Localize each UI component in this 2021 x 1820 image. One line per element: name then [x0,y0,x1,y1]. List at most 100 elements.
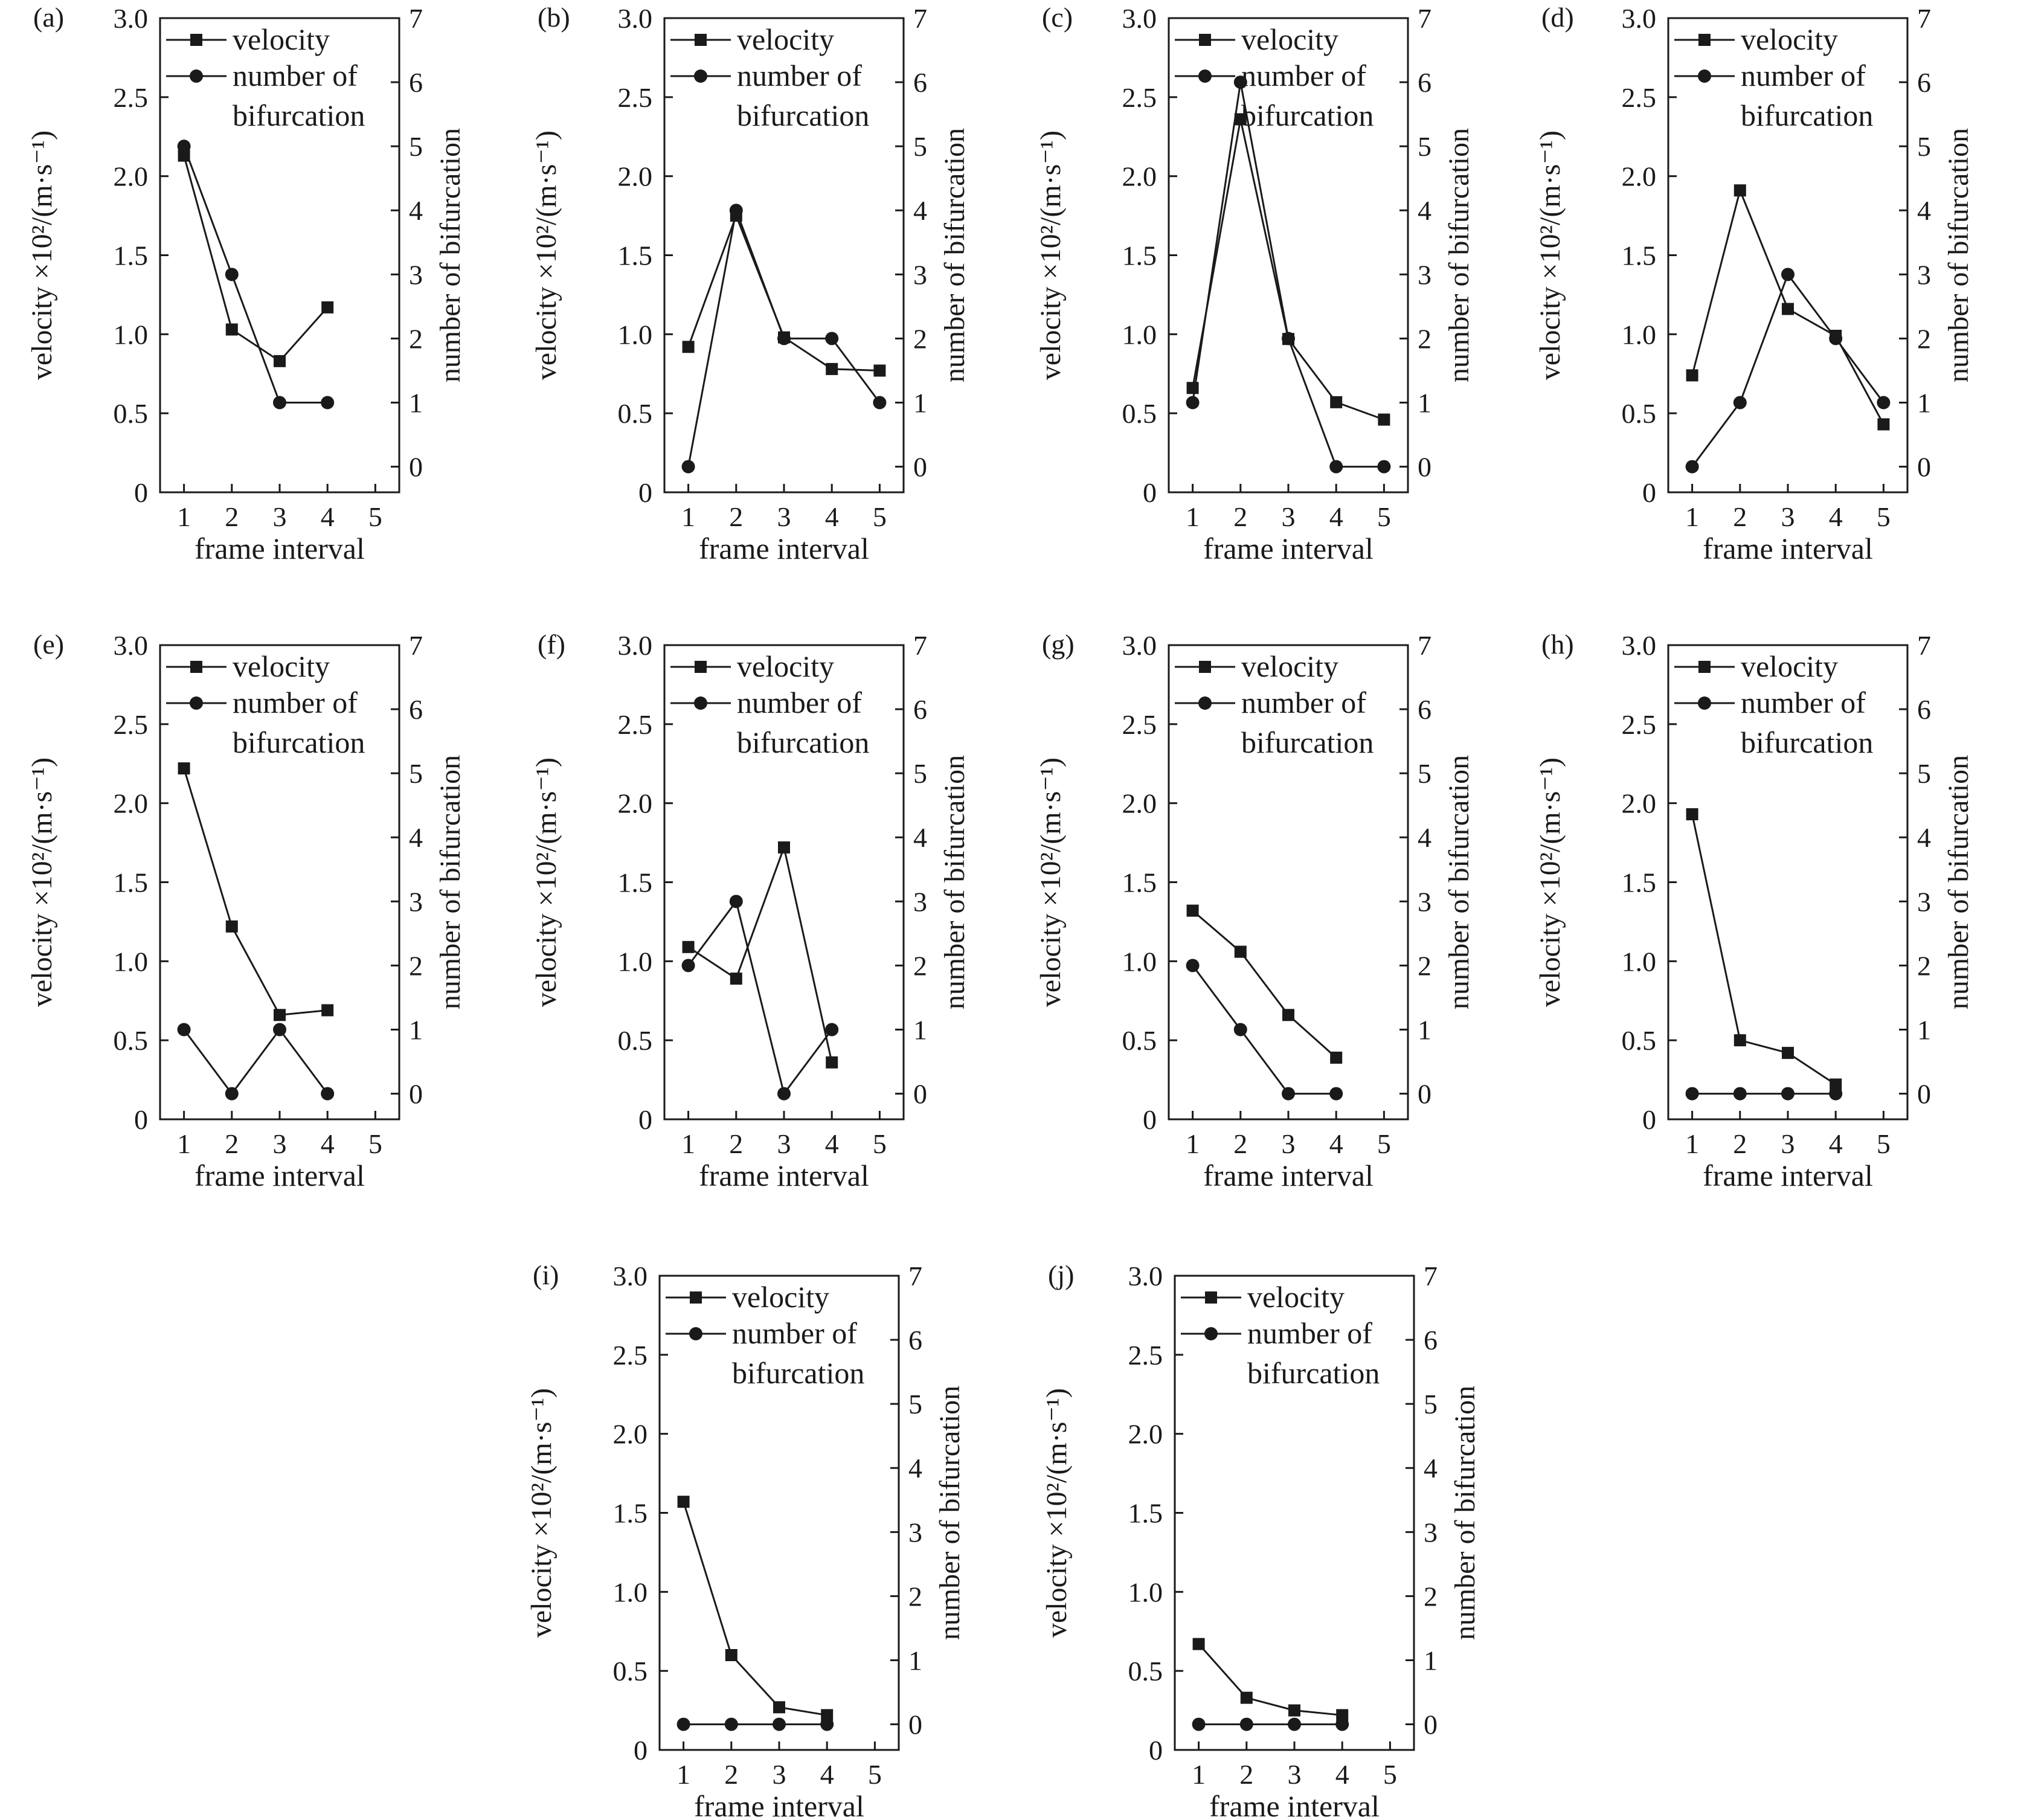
y-right-tick-label: 6 [913,694,927,725]
bifurcation-point [729,895,743,908]
y-right-tick-label: 0 [1418,452,1431,483]
x-tick-label: 4 [820,1759,834,1790]
y-right-tick-label: 4 [409,195,423,226]
legend-velocity-label: velocity [1241,22,1338,56]
y-right-tick-label: 0 [913,1079,927,1110]
velocity-point [1330,1051,1343,1064]
x-tick-label: 3 [1282,1128,1296,1159]
legend-bifurcation-label-2: bifurcation [1241,725,1374,759]
y-left-tick-label: 2.0 [1622,788,1657,819]
velocity-line [687,213,880,372]
y-left-tick-label: 3.0 [1622,3,1657,34]
bifurcation-point [321,1087,335,1101]
bifurcation-point [777,332,791,346]
y-right-tick-label: 1 [913,1014,927,1045]
y-right-tick-label: 6 [1424,1325,1438,1355]
y-right-tick-label: 5 [1418,131,1431,162]
bifurcation-point [1685,1087,1699,1101]
velocity-point [1192,1638,1205,1650]
velocity-point [730,973,742,985]
x-tick-label: 5 [873,501,887,532]
y-left-tick-label: 0.5 [1122,398,1157,429]
y-left-tick-label: 2.0 [1622,161,1657,192]
legend-velocity-marker [190,34,202,46]
y-right-tick-label: 7 [409,630,423,661]
x-tick-label: 1 [177,501,191,532]
x-tick-label: 5 [1877,1128,1891,1159]
bifurcation-line [687,899,833,1096]
bifurcation-point [1192,1717,1206,1731]
y-left-tick-label: 2.5 [114,82,149,113]
y-right-tick-label: 4 [1917,195,1931,226]
legend-bifurcation-marker [689,1327,702,1340]
y-right-tick-label: 7 [1917,630,1931,661]
legend-bifurcation-label-1: number of [1247,1316,1372,1350]
x-tick-label: 1 [681,501,695,532]
y-left-tick-label: 2.0 [1122,788,1157,819]
legend-velocity-label: velocity [737,649,834,683]
y-left-tick-label: 1.5 [114,240,149,271]
y-left-tick-label: 0.5 [1622,1025,1657,1056]
x-tick-label: 1 [681,1128,695,1159]
legend-bifurcation-label-2: bifurcation [1241,98,1374,132]
y-axis-label-right: number of bifurcation [1449,1386,1481,1640]
y-right-tick-label: 0 [409,452,423,483]
y-left-tick-label: 1.5 [114,867,149,898]
y-left-tick-label: 3.0 [613,1261,648,1291]
y-right-tick-label: 1 [1424,1645,1438,1676]
x-tick-label: 1 [177,1128,191,1159]
y-right-tick-label: 0 [409,1079,423,1110]
y-left-tick-label: 1.0 [1128,1577,1163,1607]
y-left-tick-label: 2.0 [1128,1419,1163,1450]
y-left-tick-label: 0 [1143,477,1157,508]
y-right-tick-label: 6 [1418,694,1431,725]
y-left-tick-label: 2.0 [618,788,653,819]
bifurcation-point [1781,1087,1794,1101]
y-axis-label-left: velocity ×10²/(m·s⁻¹) [1041,1388,1073,1638]
legend-bifurcation-marker [694,696,707,710]
x-axis-label: frame interval [1203,1159,1374,1192]
y-axis-label-left: velocity ×10²/(m·s⁻¹) [1534,130,1566,380]
velocity-point [1378,413,1390,426]
y-right-tick-label: 3 [1418,886,1431,917]
bifurcation-line [183,1027,329,1096]
y-axis-label-left: velocity ×10²/(m·s⁻¹) [26,130,58,380]
y-right-tick-label: 0 [1917,452,1931,483]
panel-label: (i) [533,1259,559,1290]
velocity-point [225,323,238,336]
x-tick-label: 2 [729,1128,743,1159]
y-right-tick-label: 1 [409,1014,423,1045]
bifurcation-point [676,1717,690,1731]
velocity-point [826,1056,838,1069]
legend-bifurcation-label-1: number of [1741,59,1866,92]
y-right-tick-label: 7 [409,3,423,34]
legend-bifurcation-marker [1204,1327,1218,1340]
y-right-tick-label: 0 [1418,1079,1431,1110]
bifurcation-point [773,1717,786,1731]
panel-label: (d) [1541,2,1574,33]
y-left-tick-label: 2.5 [1128,1340,1163,1371]
velocity-point [1686,369,1698,382]
y-right-tick-label: 4 [1418,822,1431,853]
y-right-tick-label: 6 [1418,67,1431,98]
y-right-tick-label: 3 [1424,1517,1438,1548]
bifurcation-point [1288,1717,1301,1731]
velocity-point [778,841,790,854]
y-right-tick-label: 5 [1424,1389,1438,1420]
velocity-point [682,341,695,353]
velocity-line [183,768,328,1016]
legend-bifurcation-label-2: bifurcation [233,98,365,132]
x-tick-label: 2 [1233,1128,1247,1159]
bifurcation-point [1233,76,1247,89]
y-right-tick-label: 2 [913,323,927,354]
bifurcation-point [1781,268,1794,281]
panel-label: (j) [1048,1259,1074,1290]
legend-velocity-label: velocity [732,1280,829,1314]
velocity-point [1733,184,1746,197]
velocity-point [1186,904,1199,917]
